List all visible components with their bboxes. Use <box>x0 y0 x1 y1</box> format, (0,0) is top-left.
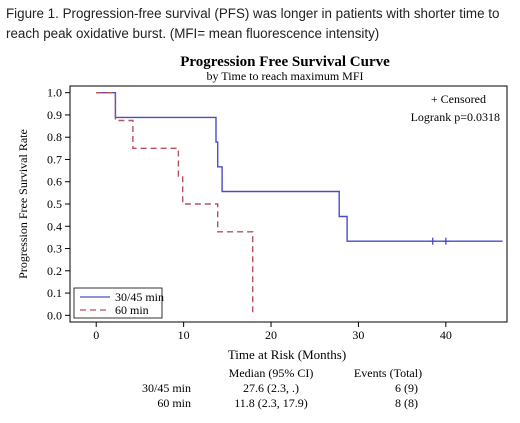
x-tick-label: 40 <box>440 328 452 342</box>
legend-label-30-45: 30/45 min <box>115 290 164 304</box>
summary-group: 30/45 min <box>142 381 191 395</box>
legend-box <box>73 287 163 319</box>
y-tick-label: 0.1 <box>47 286 62 300</box>
summary-events: 6 (9) <box>395 381 418 395</box>
y-tick-label: 1.0 <box>47 86 62 100</box>
summary-median: 11.8 (2.3, 17.9) <box>234 396 308 410</box>
legend: 30/45 min 60 min <box>73 287 164 319</box>
censored-note: + Censored <box>431 92 486 106</box>
summary-table: Median (95% CI) Events (Total) 30/45 min… <box>142 366 422 410</box>
series-line-30-45-min <box>96 91 503 242</box>
x-tick-label: 20 <box>265 328 277 342</box>
summary-median: 27.6 (2.3, .) <box>243 381 299 395</box>
censored-mark <box>429 237 437 245</box>
y-tick-label: 0.3 <box>47 242 62 256</box>
censored-mark <box>442 237 450 245</box>
legend-label-60: 60 min <box>115 303 149 317</box>
axes: 0 10 20 30 40 0.0 0.1 0.2 0.3 0.4 0.5 0.6 0.7 0.8 0.9 1… <box>47 86 452 342</box>
x-tick-label: 30 <box>352 328 364 342</box>
chart-subtitle: by Time to reach maximum MFI <box>207 69 364 83</box>
chart-title: Progression Free Survival Curve <box>180 54 390 70</box>
logrank-note: Logrank p=0.0318 <box>411 110 500 124</box>
summary-events: 8 (8) <box>395 396 418 410</box>
y-tick-label: 0.5 <box>47 197 62 211</box>
series-layer <box>96 91 503 316</box>
y-tick-label: 0.7 <box>47 152 62 166</box>
series-line-60-min <box>96 91 254 316</box>
x-tick-label: 10 <box>178 328 190 342</box>
y-tick-label: 0.9 <box>47 108 62 122</box>
x-tick-label: 0 <box>93 328 99 342</box>
y-tick-label: 0.6 <box>47 175 62 189</box>
y-tick-label: 0.0 <box>47 308 62 322</box>
y-axis-label: Progression Free Survival Rate <box>16 129 30 279</box>
summary-group: 60 min <box>157 396 191 410</box>
y-tick-label: 0.8 <box>47 130 62 144</box>
summary-header-events: Events (Total) <box>354 366 422 380</box>
y-tick-label: 0.4 <box>47 219 62 233</box>
y-tick-label: 0.2 <box>47 264 62 278</box>
figure-caption: Figure 1. Progression-free survival (PFS… <box>6 6 500 41</box>
summary-header-median: Median (95% CI) <box>229 366 314 380</box>
x-axis-label: Time at Risk (Months) <box>228 347 346 362</box>
